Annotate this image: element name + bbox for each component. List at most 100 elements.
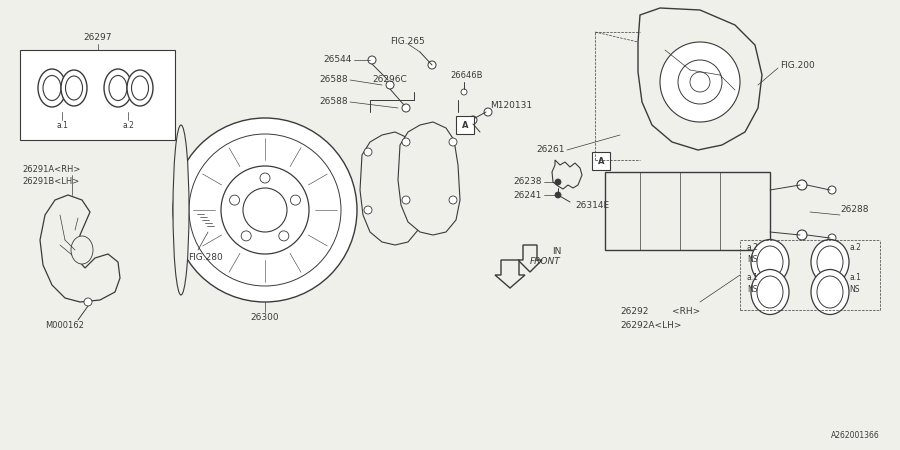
Ellipse shape: [751, 270, 789, 315]
Circle shape: [364, 206, 372, 214]
Circle shape: [84, 298, 92, 306]
Circle shape: [797, 180, 807, 190]
Text: a.1: a.1: [746, 274, 758, 283]
Circle shape: [189, 134, 341, 286]
Text: FIG.200: FIG.200: [780, 60, 814, 69]
Text: A: A: [598, 157, 604, 166]
Circle shape: [402, 138, 410, 146]
Text: FIG.280: FIG.280: [188, 253, 223, 262]
Text: a.1: a.1: [849, 274, 861, 283]
Text: 26261: 26261: [536, 145, 565, 154]
Circle shape: [449, 196, 457, 204]
Text: a.2: a.2: [122, 122, 134, 130]
Circle shape: [461, 89, 467, 95]
Text: 26288: 26288: [840, 206, 868, 215]
Ellipse shape: [127, 70, 153, 106]
Circle shape: [428, 61, 436, 69]
Circle shape: [828, 186, 836, 194]
Circle shape: [797, 230, 807, 240]
Ellipse shape: [757, 276, 783, 308]
Ellipse shape: [173, 125, 189, 295]
Circle shape: [449, 138, 457, 146]
Ellipse shape: [131, 76, 149, 100]
Polygon shape: [638, 8, 762, 150]
Text: 26300: 26300: [251, 314, 279, 323]
Text: 26297: 26297: [83, 33, 112, 42]
Text: 26292: 26292: [620, 307, 648, 316]
Text: 26296C: 26296C: [373, 76, 408, 85]
Polygon shape: [495, 260, 525, 288]
Circle shape: [205, 225, 215, 235]
Circle shape: [411, 206, 419, 214]
Bar: [456, 116, 474, 134]
Bar: [592, 152, 610, 170]
Text: 26241: 26241: [514, 190, 542, 199]
Circle shape: [291, 195, 301, 205]
Text: a.2: a.2: [849, 243, 861, 252]
Ellipse shape: [817, 246, 843, 278]
Ellipse shape: [104, 69, 132, 107]
Polygon shape: [398, 122, 460, 235]
Text: NS: NS: [747, 285, 757, 294]
Circle shape: [241, 231, 251, 241]
Ellipse shape: [811, 270, 849, 315]
Text: 26314E: 26314E: [575, 201, 609, 210]
Circle shape: [386, 81, 394, 89]
Text: <RH>: <RH>: [672, 307, 700, 316]
Text: FRONT: FRONT: [530, 257, 561, 266]
Circle shape: [555, 179, 561, 185]
Circle shape: [364, 148, 372, 156]
Text: M120131: M120131: [490, 100, 532, 109]
Text: 26238: 26238: [514, 177, 542, 186]
Text: a.2: a.2: [746, 243, 758, 252]
Text: A: A: [462, 121, 468, 130]
Text: FIG.265: FIG.265: [390, 37, 425, 46]
Text: M000162: M000162: [46, 321, 85, 330]
Ellipse shape: [66, 76, 83, 100]
Circle shape: [402, 196, 410, 204]
Bar: [20, 50, 175, 140]
Circle shape: [260, 173, 270, 183]
Circle shape: [279, 231, 289, 241]
Ellipse shape: [71, 236, 93, 264]
Ellipse shape: [38, 69, 66, 107]
Text: IN: IN: [552, 248, 562, 256]
Circle shape: [221, 166, 309, 254]
Circle shape: [678, 60, 722, 104]
Circle shape: [660, 42, 740, 122]
Circle shape: [173, 118, 357, 302]
Ellipse shape: [61, 70, 87, 106]
Ellipse shape: [811, 239, 849, 284]
Polygon shape: [552, 160, 582, 189]
Text: a.1: a.1: [56, 122, 68, 130]
Text: 26646B: 26646B: [450, 71, 482, 80]
Ellipse shape: [43, 76, 61, 100]
Text: 26292A<LH>: 26292A<LH>: [620, 320, 681, 329]
Circle shape: [555, 192, 561, 198]
Ellipse shape: [757, 246, 783, 278]
Circle shape: [828, 234, 836, 242]
Ellipse shape: [109, 76, 127, 100]
Ellipse shape: [817, 276, 843, 308]
Polygon shape: [605, 172, 770, 250]
Polygon shape: [40, 195, 120, 302]
Text: 26291A<RH>: 26291A<RH>: [22, 166, 80, 175]
Text: 26588: 26588: [320, 98, 348, 107]
Text: 26588: 26588: [320, 76, 348, 85]
Text: A262001366: A262001366: [832, 431, 880, 440]
Polygon shape: [518, 245, 542, 272]
Circle shape: [402, 104, 410, 112]
Circle shape: [484, 108, 492, 116]
Text: NS: NS: [747, 256, 757, 265]
Ellipse shape: [751, 239, 789, 284]
Polygon shape: [360, 132, 422, 245]
Circle shape: [368, 56, 376, 64]
Circle shape: [411, 148, 419, 156]
Circle shape: [690, 72, 710, 92]
Circle shape: [469, 116, 477, 124]
Text: 26544: 26544: [324, 55, 352, 64]
Circle shape: [230, 195, 239, 205]
Text: 26291B<LH>: 26291B<LH>: [22, 177, 79, 186]
Circle shape: [243, 188, 287, 232]
Text: NS: NS: [850, 285, 860, 294]
